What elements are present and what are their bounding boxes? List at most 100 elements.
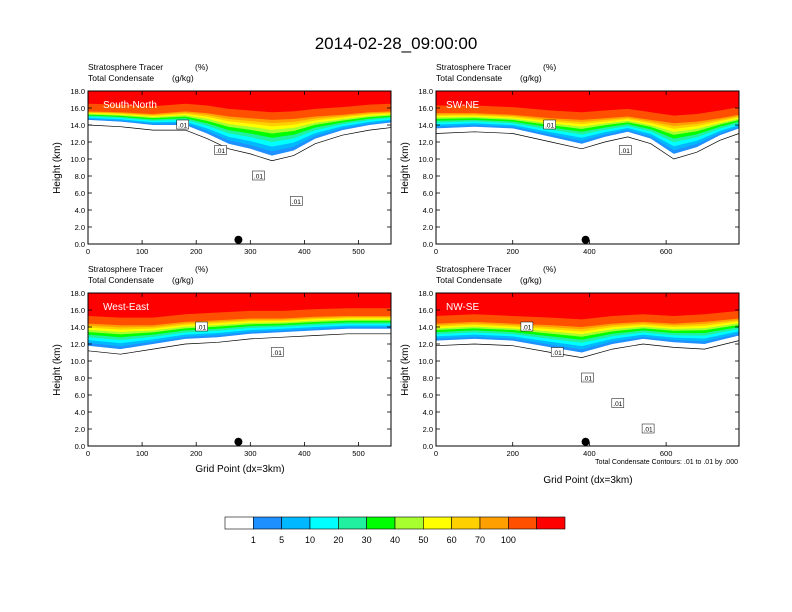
x-tick-label: 0 — [86, 449, 90, 458]
panel-label: South-North — [103, 100, 157, 111]
subtitle-var1: Stratosphere Tracer — [436, 264, 511, 274]
contour-label: .01 — [197, 325, 206, 332]
x-tick-label: 400 — [298, 247, 311, 256]
panel-sw-ne: Stratosphere Tracer (%) Total Condensate… — [400, 62, 740, 256]
contour-label: .01 — [216, 148, 225, 155]
subtitle-var2: Total Condensate — [436, 73, 502, 83]
x-tick-label: 300 — [244, 247, 257, 256]
y-tick-label: 0.0 — [75, 240, 85, 249]
contour-label: .01 — [613, 401, 622, 408]
colorbar-swatch-5 — [366, 516, 396, 530]
contour-label: .01 — [273, 350, 282, 357]
y-tick-label: 4.0 — [423, 206, 433, 215]
subtitle-var1: Stratosphere Tracer — [436, 62, 511, 72]
y-tick-label: 12.0 — [418, 138, 433, 147]
colorbar-label: 5 — [279, 535, 284, 545]
y-tick-label: 6.0 — [75, 189, 85, 198]
panel-label: SW-NE — [446, 100, 479, 111]
colorbar-swatch-8 — [451, 516, 481, 530]
panel-nw-se: Stratosphere Tracer (%) Total Condensate… — [400, 264, 740, 486]
colorbar-swatch-11 — [536, 516, 566, 530]
y-tick-label: 4.0 — [423, 408, 433, 417]
y-tick-label: 18.0 — [418, 87, 433, 96]
subtitle-unit2: (g/kg) — [172, 275, 194, 285]
y-tick-label: 16.0 — [418, 104, 433, 113]
contour-label-box — [520, 321, 534, 332]
contour-label-box — [543, 119, 556, 130]
contour-label-box — [641, 423, 655, 434]
x-axis-label: Grid Point (dx=3km) — [195, 464, 284, 475]
plot-frame — [87, 90, 392, 245]
x-tick-label: 400 — [583, 449, 596, 458]
contour-label-box — [611, 398, 625, 408]
contour-label-box — [581, 372, 594, 383]
y-tick-label: 8.0 — [75, 172, 85, 181]
colorbar: 1 5 10 20 30 40 50 60 70 100 — [224, 516, 566, 545]
x-axis-label: Grid Point (dx=3km) — [543, 475, 632, 486]
contour-label: .01 — [178, 123, 187, 130]
colorbar-swatch-1 — [253, 516, 282, 530]
location-marker — [581, 235, 590, 244]
panel-label: West-East — [103, 302, 149, 313]
subtitle-unit1: (%) — [543, 264, 556, 274]
y-tick-label: 0.0 — [75, 442, 85, 451]
condensate-contour — [87, 333, 391, 355]
figure-title: 2014-02-28_09:00:00 — [315, 34, 478, 53]
x-tick-label: 0 — [434, 247, 438, 256]
y-tick-label: 18.0 — [70, 87, 85, 96]
contour-label: .01 — [621, 148, 630, 155]
x-tick-label: 200 — [506, 247, 519, 256]
x-tick-label: 600 — [660, 449, 673, 458]
plot-area: .01 .01 .01 .01 0.0 2.0 4.0 6.0 8.0 10.0 12.0 14.0 1… — [70, 87, 392, 256]
y-tick-label: 16.0 — [70, 306, 85, 315]
x-tick-label: 100 — [136, 449, 149, 458]
colorbar-swatch-10 — [508, 516, 537, 530]
colorbar-label: 50 — [418, 535, 428, 545]
contour-label-box — [550, 347, 564, 357]
plot-area: .01 .01 .01 .01 .01 0.0 2.0 4.0 6.0 8.0 10.0 12.0 14… — [418, 289, 740, 458]
colorbar-label: 1 — [251, 535, 256, 545]
subtitle-unit2: (g/kg) — [172, 73, 194, 83]
x-tick-label: 300 — [244, 449, 257, 458]
y-tick-label: 16.0 — [418, 306, 433, 315]
colorbar-label: 10 — [305, 535, 315, 545]
colorbar-label: 70 — [475, 535, 485, 545]
y-axis-label: Height (km) — [52, 344, 63, 396]
location-marker — [234, 437, 243, 446]
y-tick-label: 0.0 — [423, 240, 433, 249]
x-tick-label: 0 — [434, 449, 438, 458]
contour-label-box — [176, 119, 189, 130]
y-tick-label: 4.0 — [75, 206, 85, 215]
plot-frame — [87, 292, 392, 447]
colorbar-swatch-0 — [224, 516, 254, 530]
y-tick-label: 12.0 — [70, 340, 85, 349]
tracer-band-max — [436, 293, 739, 320]
y-tick-label: 14.0 — [70, 121, 85, 130]
y-tick-label: 10.0 — [70, 357, 85, 366]
y-tick-label: 2.0 — [423, 223, 433, 232]
colorbar-swatch-4 — [338, 516, 367, 530]
condensate-contour — [87, 124, 392, 162]
plot-frame — [435, 90, 740, 245]
y-axis-label: Height (km) — [400, 344, 411, 396]
x-tick-label: 200 — [190, 449, 203, 458]
panel-label: NW-SE — [446, 302, 479, 313]
y-tick-label: 10.0 — [418, 155, 433, 164]
subtitle-var2: Total Condensate — [88, 73, 154, 83]
y-tick-label: 16.0 — [70, 104, 85, 113]
y-tick-label: 2.0 — [423, 425, 433, 434]
contour-label-box — [271, 347, 284, 357]
y-tick-label: 6.0 — [423, 391, 433, 400]
colorbar-label: 60 — [447, 535, 457, 545]
y-tick-label: 18.0 — [70, 289, 85, 298]
contour-label-box — [619, 145, 632, 155]
y-tick-label: 10.0 — [70, 155, 85, 164]
tracer-band-max — [436, 91, 739, 116]
y-axis-label: Height (km) — [400, 142, 411, 194]
y-tick-label: 12.0 — [418, 340, 433, 349]
subtitle-var1: Stratosphere Tracer — [88, 62, 163, 72]
tracer-band-max — [88, 293, 391, 318]
contour-label-box — [290, 196, 303, 206]
y-tick-label: 6.0 — [75, 391, 85, 400]
